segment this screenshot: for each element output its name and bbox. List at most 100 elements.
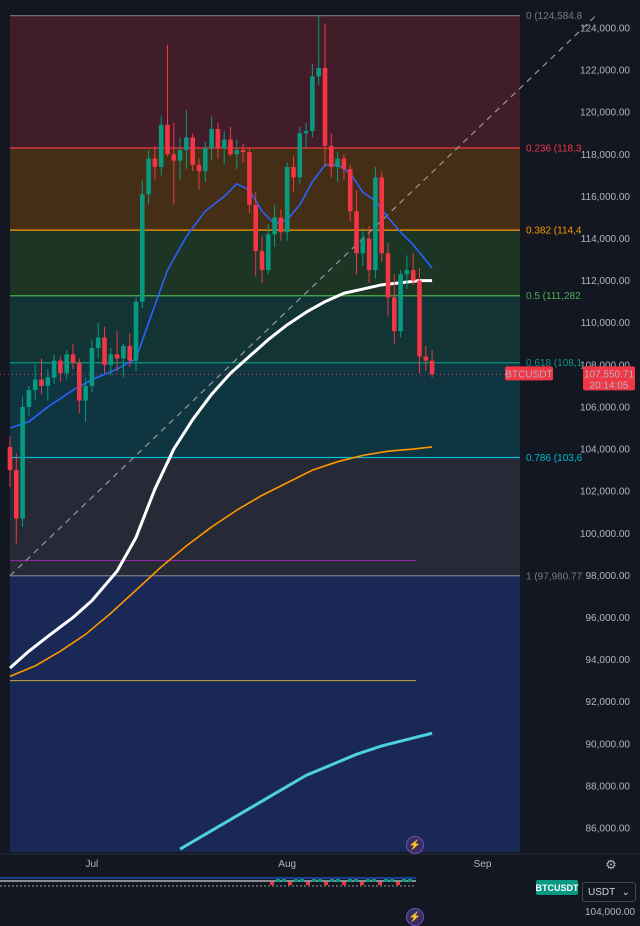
candle-body [379,177,384,254]
fib-level-label: 0 (124,584.8 [526,11,583,22]
fib-level-label: 0.786 (103,6 [526,453,583,464]
price-tick-label: 106,000.00 [580,402,630,413]
candle-body [429,360,435,375]
fib-level-label: 0.618 (108,1 [526,358,583,369]
price-tick-label: 96,000.00 [586,613,631,624]
candle-body [7,446,13,471]
chevron-down-icon: ⌄ [621,886,630,898]
indicator-bar [330,879,334,882]
candle-body [398,274,403,332]
candle-body [316,68,321,77]
indicator-bar [324,882,328,885]
price-tick-label: 124,000.00 [580,24,630,35]
candle-body [417,280,422,357]
candle-body [278,217,284,233]
price-tick-label: 86,000.00 [586,824,631,835]
candle-body [83,385,88,401]
price-tick-label: 90,000.00 [586,739,631,750]
indicator-bar [294,879,298,882]
fib-zone [10,230,520,296]
candle-body [284,166,290,233]
fib-level-label: 0.236 (118,3 [526,144,582,155]
candle-body [347,169,353,212]
fib-zone [10,15,520,149]
candle-body [291,166,296,178]
candle-body [196,164,202,172]
time-tick-label: Aug [278,859,296,870]
indicator-bar [372,879,376,882]
indicator-bar [306,882,310,885]
candle-body [133,301,139,361]
candle-body [95,337,101,348]
time-tick-label: Sep [474,859,492,870]
candle-body [322,68,328,146]
settings-gear-icon[interactable]: ⚙ [605,857,617,872]
symbol-price-tag-label: BTCUSDT [505,369,552,380]
price-tick-label: 120,000.00 [580,108,630,119]
indicator-bar [312,879,316,882]
fib-zone [10,457,520,576]
candle-body [152,158,158,167]
countdown-label: 20:14:05 [590,380,629,391]
candle-body [329,145,334,167]
fib-zone [10,575,520,852]
candle-body [404,270,410,275]
candle-body [51,360,57,378]
price-tick-label: 100,000.00 [580,529,630,540]
indicator-bar [408,879,412,882]
candle-body [373,177,378,271]
indicator-bar [390,879,394,882]
indicator-bar [378,882,382,885]
candle-body [121,345,126,359]
candle-body [184,137,189,151]
candle-body [423,356,429,361]
price-tick-label: 110,000.00 [581,318,631,329]
candle-body [215,129,221,148]
candle-body [39,379,44,386]
candle-body [190,137,195,165]
ema-mid-line [9,279,433,670]
candle-body [171,154,177,161]
indicator-bar [276,879,280,882]
fib-level-label: 1 (97,980.77 [526,571,583,582]
currency-select[interactable]: USDT ⌄ [582,882,636,902]
candle-body [20,406,25,519]
price-tick-label: 88,000.00 [586,781,631,792]
candle-body [127,345,132,361]
indicator-bar [336,879,340,882]
price-tick-label: 98,000.00 [586,571,631,582]
symbol-price-tag [505,366,553,381]
indicator-bar [282,879,286,882]
price-tick-label: 112,000.00 [581,276,631,287]
candle-body [259,251,265,271]
symbol-tag: BTCUSDT [536,880,579,895]
candle-body [253,204,258,252]
indicator-bar [366,879,370,882]
candle-body [114,354,120,359]
candle-body [32,379,38,391]
price-axis-area [520,0,640,856]
indicator-bar [348,879,352,882]
price-tick-label: 94,000.00 [586,655,631,666]
last-price-label: 107,550.71 [584,369,634,380]
fib-zone [10,295,520,363]
candle-body [45,377,51,386]
candle-body [303,131,309,134]
currency-label: USDT [588,886,616,898]
candle-body [140,194,145,302]
candle-body [58,360,63,374]
lightning-icon[interactable]: ⚡ [406,836,424,854]
candle-body [310,76,315,132]
lightning-icon[interactable]: ⚡ [406,908,424,926]
candle-body [385,253,391,298]
candle-body [354,211,359,254]
fib-level-label: 0.5 (111,282 [526,291,581,302]
indicator-bar [402,879,406,882]
indicator-bar [342,882,346,885]
indicator-bar [396,882,400,885]
candle-body [203,148,208,172]
candle-body [165,124,170,155]
price-tick-label: 122,000.00 [580,66,630,77]
ema-slow-line [9,446,433,678]
